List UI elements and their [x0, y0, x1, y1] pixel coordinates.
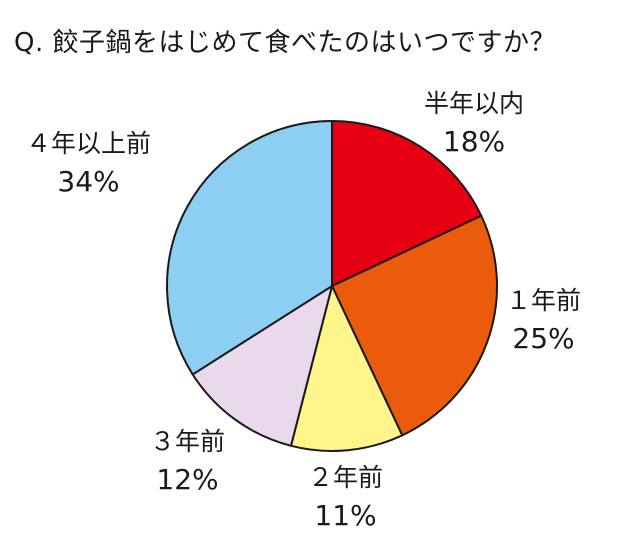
- slice-label-half-year: 半年以内 18%: [424, 86, 524, 163]
- slice-percent: 34%: [57, 165, 120, 199]
- slice-label-2-year: ２年前 11%: [308, 460, 383, 537]
- slice-percent: 12%: [156, 463, 219, 497]
- slice-percent: 25%: [512, 322, 575, 356]
- slice-label-1-year: １年前 25%: [506, 283, 581, 360]
- slice-name: ４年以上前: [26, 129, 152, 158]
- slice-label-4plus-year: ４年以上前 34%: [26, 126, 151, 203]
- slice-name: １年前: [506, 286, 582, 315]
- pie-slice-3: [191, 285, 333, 447]
- pie-slice-4: [166, 120, 333, 376]
- pie-slice-0: [331, 120, 483, 287]
- slice-name: ２年前: [308, 463, 384, 492]
- slice-name: 半年以内: [424, 89, 525, 118]
- pie-slice-1: [331, 214, 499, 437]
- slice-percent: 18%: [442, 125, 506, 159]
- slice-label-3-year: ３年前 12%: [150, 424, 225, 501]
- chart-title: Q. 餃子鍋をはじめて食べたのはいつですか？: [14, 28, 556, 58]
- slice-percent: 11%: [314, 499, 377, 533]
- slice-name: ３年前: [150, 427, 226, 456]
- pie-slice-2: [289, 285, 404, 453]
